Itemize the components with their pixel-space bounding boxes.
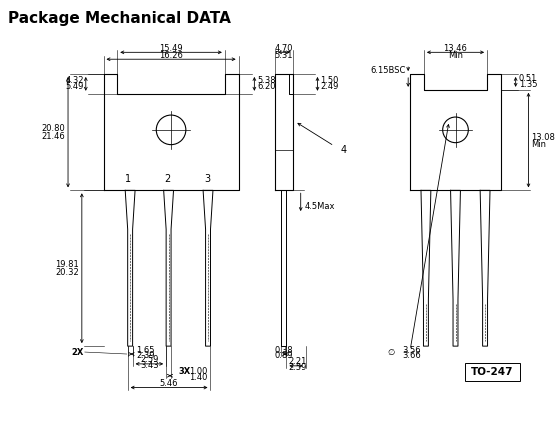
Text: 1.65: 1.65: [136, 346, 155, 355]
Text: 6.15BSC: 6.15BSC: [371, 65, 406, 74]
Text: 1.50: 1.50: [320, 77, 339, 86]
Text: 4: 4: [340, 145, 347, 155]
Text: Min: Min: [448, 51, 463, 60]
Text: 0.38: 0.38: [275, 346, 294, 355]
Text: Package Mechanical DATA: Package Mechanical DATA: [8, 11, 231, 26]
Text: 21.46: 21.46: [41, 132, 65, 141]
Text: 2.39: 2.39: [136, 351, 155, 360]
Text: 3.43: 3.43: [140, 361, 158, 370]
Text: 19.81: 19.81: [55, 260, 79, 269]
Text: 15.49: 15.49: [159, 44, 183, 53]
Text: 2X: 2X: [71, 347, 83, 356]
Text: ∅: ∅: [387, 347, 395, 356]
Text: 1: 1: [125, 174, 131, 184]
Text: 5.46: 5.46: [160, 379, 179, 388]
Text: 2.21: 2.21: [288, 357, 307, 366]
Text: TO-247: TO-247: [471, 367, 514, 377]
Text: 4.32: 4.32: [65, 77, 84, 86]
Text: 1.35: 1.35: [518, 80, 537, 89]
Text: 5.49: 5.49: [65, 82, 84, 91]
Text: 20.32: 20.32: [55, 268, 79, 276]
Text: 2.49: 2.49: [320, 82, 339, 91]
Text: 1.40: 1.40: [189, 373, 208, 382]
Bar: [465, 363, 519, 381]
Text: 2: 2: [165, 174, 171, 184]
Text: 3.66: 3.66: [402, 351, 421, 360]
Text: 2.59: 2.59: [288, 363, 307, 372]
Text: 6.20: 6.20: [257, 82, 276, 91]
Text: 3: 3: [204, 174, 210, 184]
Text: 5.38: 5.38: [257, 77, 276, 86]
Text: 4.70: 4.70: [275, 44, 293, 53]
Text: 0.89: 0.89: [275, 351, 293, 360]
Text: 13.08: 13.08: [531, 132, 555, 141]
Text: 5.31: 5.31: [275, 51, 293, 60]
Text: 3X: 3X: [179, 367, 191, 376]
Text: 4.5Max: 4.5Max: [305, 202, 335, 211]
Text: 0.51: 0.51: [518, 74, 537, 83]
Text: 13.46: 13.46: [444, 44, 468, 53]
Text: 2.59: 2.59: [140, 356, 158, 365]
Text: Min: Min: [531, 139, 546, 148]
Text: 3.56: 3.56: [402, 346, 421, 355]
Text: 16.26: 16.26: [159, 51, 183, 60]
Text: 20.80: 20.80: [41, 124, 65, 133]
Text: 1.00: 1.00: [189, 367, 208, 376]
